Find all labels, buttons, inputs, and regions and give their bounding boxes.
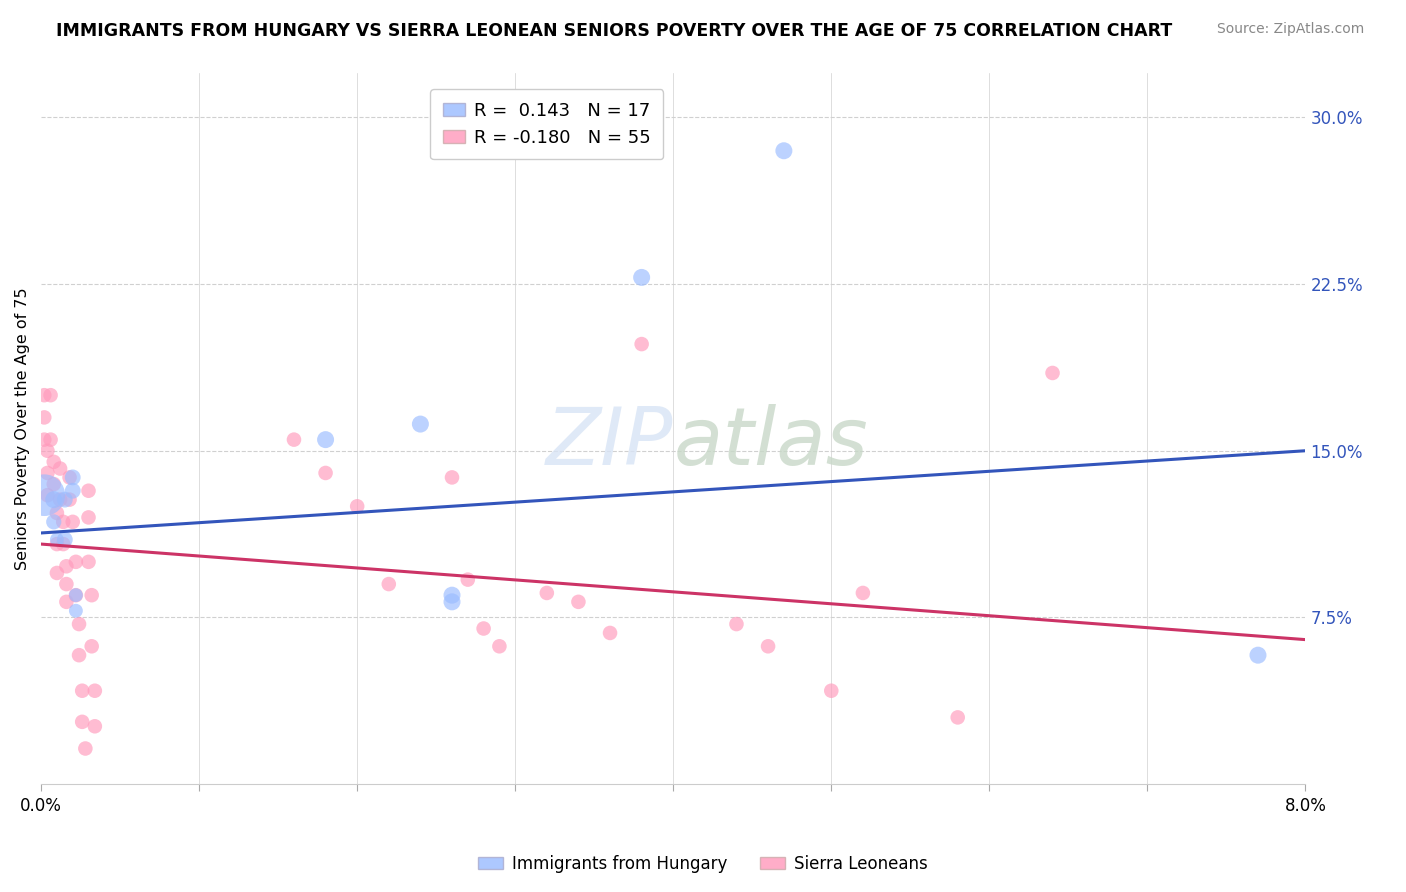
- Point: [315, 466, 337, 480]
- Point: [630, 270, 652, 285]
- Point: [80, 640, 103, 654]
- Point: [725, 617, 748, 632]
- Point: [756, 640, 779, 654]
- Point: [37, 443, 59, 458]
- Point: [70, 683, 93, 698]
- Point: [1042, 366, 1064, 380]
- Point: [42, 455, 65, 469]
- Legend: R =  0.143   N = 17, R = -0.180   N = 55: R = 0.143 N = 17, R = -0.180 N = 55: [430, 89, 664, 160]
- Text: ZIP: ZIP: [546, 404, 673, 482]
- Point: [67, 617, 90, 632]
- Point: [45, 533, 67, 547]
- Point: [1247, 648, 1270, 663]
- Point: [32, 488, 55, 502]
- Point: [409, 417, 432, 431]
- Legend: Immigrants from Hungary, Sierra Leoneans: Immigrants from Hungary, Sierra Leoneans: [472, 848, 934, 880]
- Point: [65, 555, 87, 569]
- Text: IMMIGRANTS FROM HUNGARY VS SIERRA LEONEAN SENIORS POVERTY OVER THE AGE OF 75 COR: IMMIGRANTS FROM HUNGARY VS SIERRA LEONEA…: [56, 22, 1173, 40]
- Point: [83, 719, 105, 733]
- Point: [42, 492, 65, 507]
- Point: [65, 588, 87, 602]
- Point: [42, 477, 65, 491]
- Point: [53, 533, 76, 547]
- Point: [946, 710, 969, 724]
- Point: [53, 492, 76, 507]
- Point: [472, 622, 495, 636]
- Point: [32, 410, 55, 425]
- Point: [58, 470, 80, 484]
- Point: [65, 588, 87, 602]
- Point: [440, 595, 463, 609]
- Point: [62, 470, 84, 484]
- Point: [599, 626, 621, 640]
- Point: [49, 492, 72, 507]
- Point: [62, 515, 84, 529]
- Point: [62, 483, 84, 498]
- Point: [67, 648, 90, 663]
- Point: [457, 573, 479, 587]
- Point: [83, 683, 105, 698]
- Point: [52, 537, 75, 551]
- Point: [58, 492, 80, 507]
- Point: [55, 577, 77, 591]
- Point: [32, 433, 55, 447]
- Point: [32, 388, 55, 402]
- Point: [70, 714, 93, 729]
- Point: [773, 144, 796, 158]
- Point: [440, 588, 463, 602]
- Point: [45, 566, 67, 580]
- Point: [75, 741, 97, 756]
- Point: [488, 640, 510, 654]
- Point: [378, 577, 401, 591]
- Point: [42, 515, 65, 529]
- Point: [55, 559, 77, 574]
- Point: [49, 461, 72, 475]
- Point: [65, 604, 87, 618]
- Point: [567, 595, 589, 609]
- Point: [37, 488, 59, 502]
- Point: [346, 500, 368, 514]
- Point: [55, 595, 77, 609]
- Point: [80, 588, 103, 602]
- Point: [852, 586, 875, 600]
- Y-axis label: Seniors Poverty Over the Age of 75: Seniors Poverty Over the Age of 75: [15, 287, 30, 570]
- Point: [52, 515, 75, 529]
- Point: [315, 433, 337, 447]
- Point: [45, 506, 67, 520]
- Point: [77, 555, 100, 569]
- Point: [39, 433, 62, 447]
- Point: [283, 433, 305, 447]
- Point: [77, 510, 100, 524]
- Point: [536, 586, 558, 600]
- Text: atlas: atlas: [673, 404, 868, 482]
- Point: [630, 337, 652, 351]
- Point: [440, 470, 463, 484]
- Text: Source: ZipAtlas.com: Source: ZipAtlas.com: [1216, 22, 1364, 37]
- Point: [37, 466, 59, 480]
- Point: [39, 388, 62, 402]
- Point: [45, 537, 67, 551]
- Point: [77, 483, 100, 498]
- Point: [820, 683, 842, 698]
